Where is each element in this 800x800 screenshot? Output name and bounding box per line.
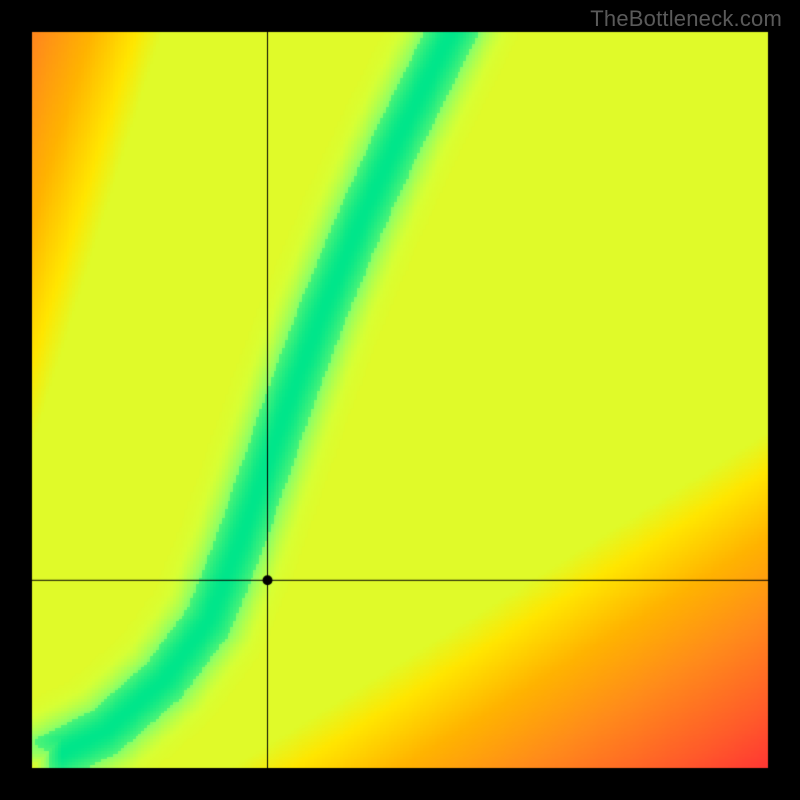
watermark-text: TheBottleneck.com xyxy=(590,6,782,32)
chart-wrapper: { "watermark_text": "TheBottleneck.com",… xyxy=(0,0,800,800)
heatmap-canvas xyxy=(0,0,800,800)
